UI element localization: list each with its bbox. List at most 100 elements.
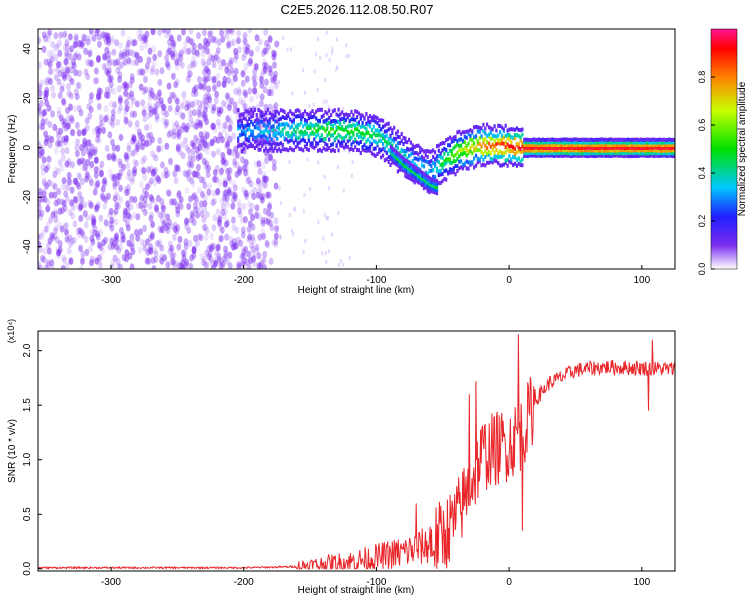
heatmap-noise-cell (80, 257, 85, 265)
heatmap-ridge-cell (536, 138, 539, 142)
heatmap-ridge-cell (394, 155, 397, 160)
heatmap-noise-cell (212, 175, 217, 183)
heatmap-noise-cell (271, 49, 276, 57)
heatmap-noise-cell (328, 249, 330, 254)
heatmap-ridge-cell (456, 130, 459, 135)
heatmap-ridge-cell (558, 143, 561, 147)
heatmap-noise-cell (38, 232, 44, 240)
heatmap-ridge-cell (445, 147, 448, 152)
heatmap-noise-cell (152, 198, 158, 206)
heatmap-noise-cell (155, 240, 160, 248)
heatmap-noise-cell (159, 244, 165, 252)
heatmap-ridge-cell (448, 160, 452, 165)
heatmap-ridge-cell (655, 140, 658, 145)
heatmap-noise-cell (117, 173, 122, 181)
heatmap-noise-cell (109, 119, 115, 127)
heatmap-noise-cell (201, 255, 207, 264)
heatmap-noise-cell (143, 36, 148, 44)
heatmap-noise-cell (256, 212, 261, 220)
heatmap-ridge-cell (515, 133, 518, 138)
heatmap-noise-cell (150, 169, 156, 177)
heatmap-noise-cell (194, 198, 200, 206)
heatmap-noise-cell (100, 194, 106, 202)
heatmap-ridge-cell (497, 123, 500, 128)
heatmap-ridge-cell (586, 140, 589, 145)
heatmap-ridge-cell (480, 154, 483, 159)
heatmap-ridge-cell (658, 148, 661, 153)
heatmap-ridge-cell (532, 137, 535, 142)
heatmap-noise-cell (48, 59, 53, 68)
heatmap-noise-cell (144, 190, 150, 199)
heatmap-ridge-cell (662, 148, 665, 153)
heatmap-noise-cell (179, 126, 185, 134)
heatmap-ridge-cell (454, 164, 457, 169)
heatmap-noise-cell (167, 240, 173, 248)
heatmap-ridge-cell (525, 137, 528, 142)
heatmap-ridge-cell (244, 123, 247, 128)
heatmap-ridge-cell (240, 132, 243, 137)
heatmap-ridge-cell (547, 143, 550, 148)
heatmap-noise-cell (157, 238, 163, 247)
heatmap-ridge-cell (270, 146, 273, 150)
heatmap-noise-cell (171, 91, 176, 100)
heatmap-ridge-cell (276, 142, 279, 147)
heatmap-ridge-cell (320, 114, 323, 119)
heatmap-noise-cell (168, 34, 174, 42)
heatmap-ridge-cell (480, 149, 483, 154)
heatmap-noise-cell (143, 75, 148, 84)
heatmap-noise-cell (53, 166, 59, 174)
heatmap-ridge-cell (250, 119, 253, 124)
heatmap-noise-cell (89, 60, 94, 68)
heatmap-ridge-cell (508, 137, 511, 142)
heatmap-ridge-cell (612, 148, 615, 153)
heatmap-noise-cell (110, 114, 116, 122)
heatmap-noise-cell (224, 101, 229, 109)
heatmap-ridge-cell (292, 132, 295, 137)
heatmap-noise-cell (75, 180, 80, 188)
heatmap-ridge-cell (476, 139, 479, 144)
heatmap-ridge-cell (287, 148, 290, 153)
heatmap-ridge-cell (512, 127, 515, 132)
heatmap-ridge-cell (580, 151, 583, 156)
heatmap-noise-cell (293, 206, 296, 211)
heatmap-ridge-cell (604, 148, 608, 153)
heatmap-noise-cell (278, 80, 280, 85)
heatmap-ridge-cell (434, 187, 437, 192)
heatmap-noise-cell (55, 61, 61, 69)
heatmap-noise-cell (150, 107, 156, 115)
heatmap-ridge-cell (415, 175, 418, 180)
heatmap-noise-cell (156, 176, 162, 184)
heatmap-ridge-cell (290, 137, 294, 142)
heatmap-noise-cell (105, 33, 110, 42)
heatmap-ridge-cell (445, 177, 448, 182)
heatmap-noise-cell (64, 52, 70, 60)
heatmap-noise-cell (92, 127, 97, 135)
heatmap-noise-cell (176, 192, 182, 200)
heatmap-noise-cell (246, 176, 252, 184)
heatmap-ridge-cell (315, 143, 318, 148)
heatmap-noise-cell (112, 195, 118, 203)
heatmap-ridge-cell (452, 166, 455, 171)
heatmap-x-tick-label: -100 (366, 275, 386, 286)
heatmap-noise-cell (125, 162, 131, 170)
heatmap-ridge-cell (484, 163, 487, 168)
heatmap-ridge-cell (343, 113, 346, 117)
heatmap-ridge-cell (370, 115, 373, 120)
heatmap-ridge-cell (346, 124, 349, 129)
heatmap-noise-cell (60, 206, 65, 214)
heatmap-noise-cell (153, 204, 159, 212)
heatmap-ridge-cell (666, 142, 669, 147)
heatmap-ridge-cell (510, 140, 513, 145)
heatmap-ridge-cell (396, 153, 399, 158)
heatmap-noise-cell (186, 64, 192, 72)
heatmap-noise-cell (103, 236, 108, 244)
heatmap-ridge-cell (266, 129, 269, 134)
heatmap-ridge-cell (513, 146, 517, 151)
heatmap-ridge-cell (238, 113, 242, 118)
heatmap-noise-cell (202, 29, 207, 37)
heatmap-noise-cell (129, 263, 135, 269)
heatmap-noise-cell (286, 47, 289, 52)
heatmap-ridge-cell (664, 148, 667, 153)
heatmap-ridge-cell (372, 124, 375, 129)
heatmap-ridge-cell (412, 172, 415, 177)
